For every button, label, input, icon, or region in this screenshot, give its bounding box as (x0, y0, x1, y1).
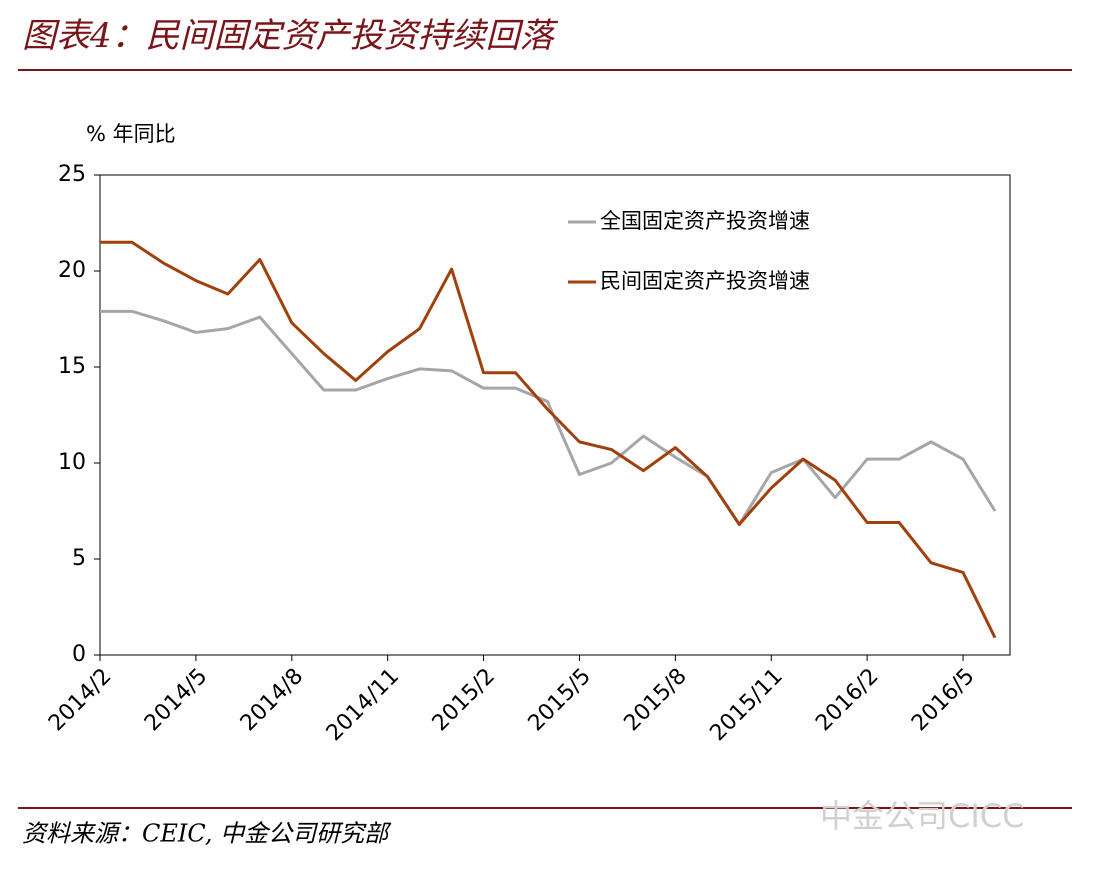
x-tick-label: 2016/5 (907, 664, 979, 736)
x-tick-label: 2016/2 (811, 664, 883, 736)
x-tick-label: 2015/2 (428, 664, 500, 736)
y-tick-label: 0 (72, 642, 86, 667)
x-tick-label: 2014/5 (140, 664, 212, 736)
y-tick-label: 15 (58, 354, 86, 379)
plot-frame (99, 174, 1011, 656)
source: 资料来源：CEIC, 中金公司研究部 (22, 820, 392, 848)
x-tick-label: 2014/11 (322, 664, 404, 746)
y-tick-label: 25 (58, 162, 86, 187)
series-line (100, 309, 997, 526)
x-tick-label: 2014/8 (236, 664, 308, 736)
y-axis-label: % 年同比 (86, 122, 176, 146)
y-tick-label: 5 (72, 546, 86, 571)
x-tick-label: 2015/5 (524, 664, 596, 736)
y-tick-label: 10 (58, 450, 86, 475)
legend-label: 全国固定资产投资增速 (600, 209, 810, 233)
x-tick-label: 2014/2 (44, 664, 116, 736)
chart-title: 图表4：民间固定资产投资持续回落 (22, 16, 559, 56)
legend-label: 民间固定资产投资增速 (600, 269, 810, 293)
x-tick-label: 2015/11 (705, 664, 787, 746)
x-tick-label: 2015/8 (619, 664, 691, 736)
watermark: 中金公司CICC (820, 797, 1024, 835)
y-tick-label: 20 (58, 258, 86, 283)
series-line (100, 240, 997, 639)
